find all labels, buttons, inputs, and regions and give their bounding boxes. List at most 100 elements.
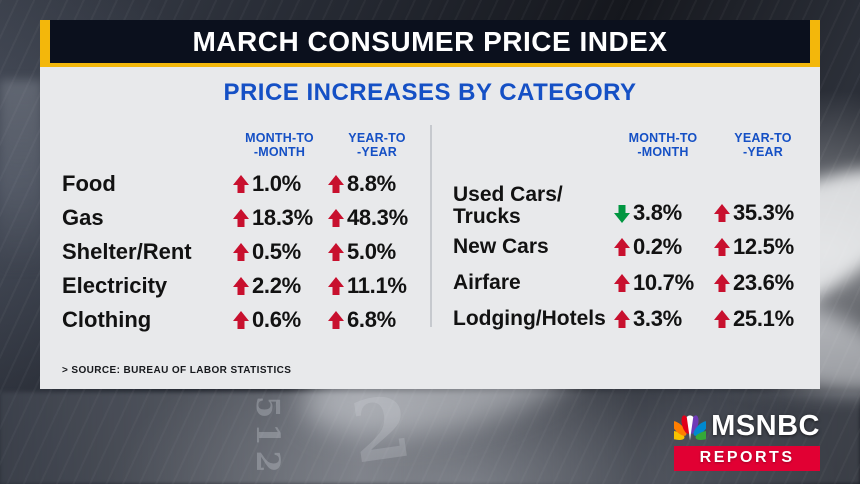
category-label: Electricity: [62, 273, 168, 298]
category-label: Airfare: [453, 271, 521, 294]
value-text: 0.2%: [633, 234, 682, 259]
up-arrow-icon: [232, 311, 249, 330]
category-label: Food: [62, 171, 116, 196]
category-label-line: Used Cars/: [453, 182, 563, 206]
column-header-line: MONTH-TO: [245, 131, 314, 145]
column-header-year-to-year: YEAR-TO -YEAR: [713, 131, 813, 159]
mtm-value: 2.2%: [232, 273, 327, 299]
yty-value: 11.1%: [327, 273, 427, 299]
mtm-value: 3.3%: [613, 306, 713, 332]
up-arrow-icon: [713, 204, 730, 223]
category-label: Gas: [62, 205, 104, 230]
category-label-line: Trucks: [453, 205, 521, 229]
up-arrow-icon: [613, 310, 630, 329]
value-text: 12.5%: [733, 234, 794, 259]
column-header-line: YEAR-TO: [348, 131, 406, 145]
up-arrow-icon: [613, 238, 630, 257]
yty-value: 6.8%: [327, 307, 427, 333]
column-header-year-to-year: YEAR-TO -YEAR: [327, 131, 427, 159]
category-label: Used Cars/ Trucks: [453, 182, 613, 229]
value-text: 3.3%: [633, 306, 682, 331]
mtm-value: 0.5%: [232, 239, 327, 265]
column-header-row: MONTH-TO -MONTH YEAR-TO -YEAR: [62, 131, 429, 159]
value-text: 2.2%: [252, 273, 301, 298]
value-text: 3.8%: [633, 200, 682, 225]
left-table: MONTH-TO -MONTH YEAR-TO -YEAR Food 1.0% …: [40, 131, 429, 337]
value-text: 5.0%: [347, 239, 396, 264]
network-logo-row: MSNBC: [674, 410, 820, 443]
up-arrow-icon: [232, 243, 249, 262]
yty-value: 12.5%: [713, 234, 813, 260]
up-arrow-icon: [232, 175, 249, 194]
column-header-line: MONTH-TO: [628, 131, 698, 145]
value-text: 0.6%: [252, 307, 301, 332]
yty-value: 48.3%: [327, 205, 427, 231]
value-text: 11.1%: [347, 273, 407, 298]
table-row: Shelter/Rent 0.5% 5.0%: [62, 235, 429, 269]
up-arrow-icon: [327, 209, 344, 228]
source-attribution: > SOURCE: BUREAU OF LABOR STATISTICS: [62, 365, 292, 376]
up-arrow-icon: [613, 274, 630, 293]
value-text: 18.3%: [252, 205, 313, 230]
background-bill-highlight: [0, 80, 42, 270]
panel-title: PRICE INCREASES BY CATEGORY: [223, 79, 637, 106]
yty-value: 23.6%: [713, 270, 813, 296]
column-header-line: -YEAR: [357, 145, 397, 159]
page-title: MARCH CONSUMER PRICE INDEX: [192, 25, 668, 57]
background-bill-numeral: 2: [345, 376, 417, 483]
value-text: 35.3%: [733, 200, 794, 225]
category-label: New Cars: [453, 235, 549, 258]
value-text: 6.8%: [347, 307, 396, 332]
mtm-value: 0.6%: [232, 307, 327, 333]
table-row: Lodging/Hotels 3.3% 25.1%: [453, 301, 820, 337]
table-row: Used Cars/ Trucks 3.8% 35.3%: [453, 167, 820, 229]
table-row: Gas 18.3% 48.3%: [62, 201, 429, 235]
down-arrow-icon: [613, 204, 630, 223]
up-arrow-icon: [713, 238, 730, 257]
value-text: 10.7%: [633, 270, 694, 295]
up-arrow-icon: [327, 277, 344, 296]
network-branding: MSNBC REPORTS: [674, 410, 820, 471]
mtm-value: 3.8%: [613, 200, 713, 229]
value-text: 25.1%: [733, 306, 794, 331]
background-bill-numeral: 512: [249, 396, 287, 478]
category-label: Lodging/Hotels: [453, 307, 606, 330]
column-header-line: -MONTH: [253, 145, 306, 159]
table-row: New Cars 0.2% 12.5%: [453, 229, 820, 265]
up-arrow-icon: [232, 209, 249, 228]
up-arrow-icon: [713, 310, 730, 329]
data-panel: PRICE INCREASES BY CATEGORY MONTH-TO -MO…: [40, 67, 820, 389]
header-bar: MARCH CONSUMER PRICE INDEX: [40, 20, 820, 63]
gold-divider-line: [40, 63, 820, 67]
yty-value: 35.3%: [713, 200, 813, 229]
column-header-line: YEAR-TO: [734, 131, 792, 145]
table-row: Electricity 2.2% 11.1%: [62, 269, 429, 303]
mtm-value: 10.7%: [613, 270, 713, 296]
program-badge: REPORTS: [674, 446, 820, 471]
column-header-line: -MONTH: [637, 145, 689, 159]
column-header-month-to-month: MONTH-TO -MONTH: [232, 131, 327, 159]
mtm-value: 18.3%: [232, 205, 327, 231]
up-arrow-icon: [327, 243, 344, 262]
mtm-value: 0.2%: [613, 234, 713, 260]
mtm-value: 1.0%: [232, 171, 327, 197]
panel-body: MONTH-TO -MONTH YEAR-TO -YEAR Food 1.0% …: [40, 131, 820, 337]
value-text: 0.5%: [252, 239, 301, 264]
value-text: 48.3%: [347, 205, 408, 230]
network-name: MSNBC: [711, 410, 820, 442]
vertical-divider: [430, 125, 432, 327]
table-row: Clothing 0.6% 6.8%: [62, 303, 429, 337]
up-arrow-icon: [327, 311, 344, 330]
table-row: Airfare 10.7% 23.6%: [453, 265, 820, 301]
value-text: 8.8%: [347, 171, 396, 196]
value-text: 23.6%: [733, 270, 794, 295]
nbc-peacock-icon: [674, 414, 707, 440]
up-arrow-icon: [232, 277, 249, 296]
right-table: MONTH-TO -MONTH YEAR-TO -YEAR Used Cars/…: [429, 131, 820, 337]
category-label: Clothing: [62, 307, 152, 332]
column-header-line: -YEAR: [743, 145, 783, 159]
column-header-month-to-month: MONTH-TO -MONTH: [613, 131, 713, 159]
table-row: Food 1.0% 8.8%: [62, 167, 429, 201]
yty-value: 8.8%: [327, 171, 427, 197]
